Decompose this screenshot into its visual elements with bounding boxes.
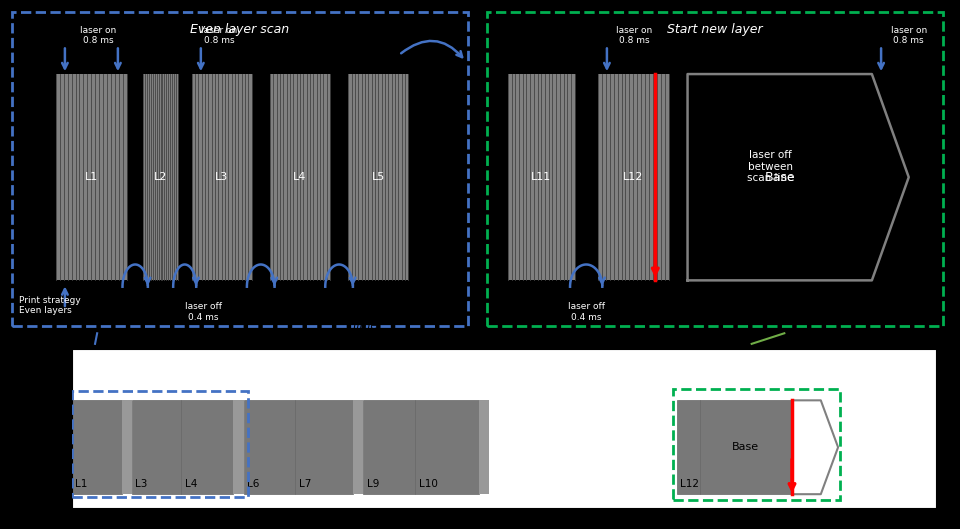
Y-axis label: Y-axis (mm): Y-axis (mm) xyxy=(36,388,50,469)
Text: laser off
0.4 ms: laser off 0.4 ms xyxy=(184,302,222,322)
Bar xyxy=(700,400,792,494)
Text: L4: L4 xyxy=(293,172,306,182)
Bar xyxy=(479,400,489,494)
Text: time: time xyxy=(352,321,377,331)
Text: L10: L10 xyxy=(419,479,438,489)
Text: laser on
0.8 ms: laser on 0.8 ms xyxy=(891,26,926,45)
Bar xyxy=(244,400,296,494)
Bar xyxy=(598,74,669,280)
Text: laser off
between
scan line: laser off between scan line xyxy=(747,150,794,184)
Bar xyxy=(270,74,330,280)
Text: L2: L2 xyxy=(154,172,167,182)
Text: laser on
0.8 ms: laser on 0.8 ms xyxy=(81,26,117,45)
Text: laser on
0.8 ms: laser on 0.8 ms xyxy=(202,26,237,45)
Bar xyxy=(677,400,700,494)
Text: L11: L11 xyxy=(531,172,551,182)
Bar xyxy=(416,400,479,494)
Text: Even layer scan: Even layer scan xyxy=(190,23,290,37)
Bar xyxy=(233,400,244,494)
Bar xyxy=(296,400,353,494)
Text: L5: L5 xyxy=(372,172,385,182)
Text: Base: Base xyxy=(764,171,795,184)
Bar xyxy=(192,74,252,280)
Text: L4: L4 xyxy=(185,479,197,489)
Text: L6: L6 xyxy=(247,479,259,489)
Bar xyxy=(348,74,408,280)
Bar xyxy=(122,400,132,494)
Bar xyxy=(181,400,233,494)
Text: Base: Base xyxy=(732,442,759,452)
Text: L1: L1 xyxy=(84,172,98,182)
Text: L3: L3 xyxy=(215,172,228,182)
Text: laser on
0.8 ms: laser on 0.8 ms xyxy=(616,26,653,45)
Text: L12: L12 xyxy=(623,172,643,182)
Text: L12: L12 xyxy=(681,479,699,489)
Text: Print strategy
Even layers: Print strategy Even layers xyxy=(19,296,81,315)
Bar xyxy=(508,74,575,280)
Text: L3: L3 xyxy=(135,479,148,489)
Text: 6.7 ms: 6.7 ms xyxy=(348,331,382,341)
Text: L9: L9 xyxy=(367,479,379,489)
Bar xyxy=(364,400,416,494)
Bar xyxy=(72,400,122,494)
Text: L7: L7 xyxy=(299,479,311,489)
Text: laser off
0.4 ms: laser off 0.4 ms xyxy=(567,302,605,322)
Bar xyxy=(56,74,127,280)
Text: Start new layer: Start new layer xyxy=(667,23,763,37)
Bar xyxy=(143,74,178,280)
Text: L1: L1 xyxy=(76,479,87,489)
Bar xyxy=(132,400,181,494)
Bar xyxy=(353,400,364,494)
